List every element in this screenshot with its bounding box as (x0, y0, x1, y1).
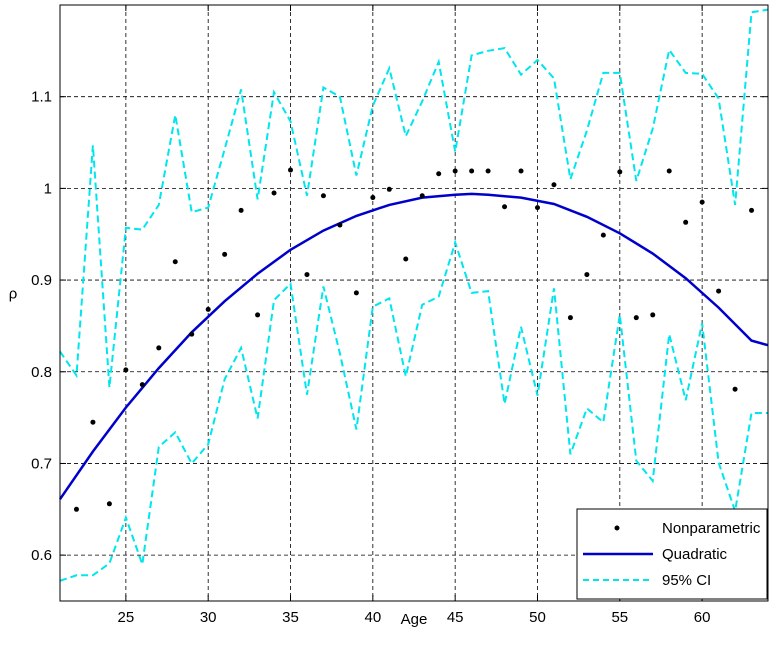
ci-lower-line (59, 239, 768, 582)
nonparametric-point (337, 222, 343, 228)
y-tick-label: 0.8 (31, 364, 52, 381)
quadratic-series-group (58, 192, 769, 500)
x-tick-label: 45 (447, 609, 464, 626)
nonparametric-point (732, 386, 738, 392)
nonparametric-point (683, 219, 689, 225)
legend-entry-nonparametric: Nonparametric (614, 520, 761, 537)
nonparametric-point (320, 193, 326, 199)
y-tick-label: 0.9 (31, 272, 52, 289)
nonparametric-point (551, 182, 557, 188)
y-tick-label: 0.6 (31, 547, 52, 564)
nonparametric-point (123, 367, 129, 373)
nonparametric-point (288, 167, 294, 173)
nonparametric-point (353, 290, 359, 296)
nonparametric-point (699, 199, 705, 205)
nonparametric-point (436, 171, 442, 177)
nonparametric-point (156, 345, 162, 351)
nonparametric-point (238, 207, 244, 213)
nonparametric-point (304, 272, 310, 278)
nonparametric-point (73, 506, 79, 512)
legend-label-ci: 95% CI (662, 572, 711, 589)
legend-entry-quadratic: Quadratic (583, 546, 728, 563)
quadratic-line (58, 192, 769, 500)
plot-frame (59, 4, 769, 602)
nonparametric-point (386, 186, 392, 192)
nonparametric-point (189, 331, 195, 337)
nonparametric-point (222, 251, 228, 257)
legend-label-quadratic: Quadratic (662, 546, 728, 563)
x-tick-label: 50 (529, 609, 546, 626)
x-axis-label: Age (401, 611, 428, 628)
nonparametric-point (749, 207, 755, 213)
nonparametric-point (485, 168, 491, 174)
x-tick-label: 55 (611, 609, 628, 626)
y-axis-label: ρ (9, 285, 18, 302)
x-tick-label: 35 (282, 609, 299, 626)
nonparametric-point (633, 315, 639, 321)
nonparametric-point (90, 419, 96, 425)
x-tick-label: 25 (118, 609, 135, 626)
nonparametric-point (502, 204, 508, 210)
y-tick-label: 0.7 (31, 455, 52, 472)
legend-label-nonparametric: Nonparametric (662, 520, 761, 537)
nonparametric-point (584, 272, 590, 278)
y-axis-ticks: 0.6 0.7 0.8 0.9 1 1.1 (31, 89, 768, 564)
nonparametric-point (666, 168, 672, 174)
nonparametric-point (255, 312, 261, 318)
x-tick-label: 40 (364, 609, 381, 626)
nonparametric-point (205, 306, 211, 312)
nonparametric-point (419, 193, 425, 199)
legend: Nonparametric Quadratic 95% CI (576, 508, 768, 600)
y-tick-label: 1.1 (31, 89, 52, 106)
nonparametric-point (452, 168, 458, 174)
y-tick-label: 1 (44, 180, 52, 197)
nonparametric-point (172, 259, 178, 265)
nonparametric-point (600, 232, 606, 238)
x-tick-label: 60 (694, 609, 711, 626)
nonparametric-point (518, 168, 524, 174)
x-axis-ticks: 25 30 35 40 45 50 55 60 (118, 5, 711, 626)
x-tick-label: 30 (200, 609, 217, 626)
nonparametric-point (617, 169, 623, 175)
nonparametric-point (716, 288, 722, 294)
legend-marker-nonparametric (614, 525, 620, 531)
nonparametric-point (271, 190, 277, 196)
nonparametric-point (469, 168, 475, 174)
nonparametric-point (106, 501, 112, 507)
nonparametric-point (139, 382, 145, 388)
legend-entry-ci: 95% CI (583, 572, 711, 589)
nonparametric-point (403, 256, 409, 262)
nonparametric-series-group (73, 167, 755, 512)
nonparametric-point (567, 315, 573, 321)
nonparametric-point (650, 312, 656, 318)
nonparametric-point (534, 205, 540, 211)
nonparametric-point (370, 195, 376, 201)
ci-series-group (59, 8, 769, 582)
ci-upper-line (59, 8, 769, 388)
